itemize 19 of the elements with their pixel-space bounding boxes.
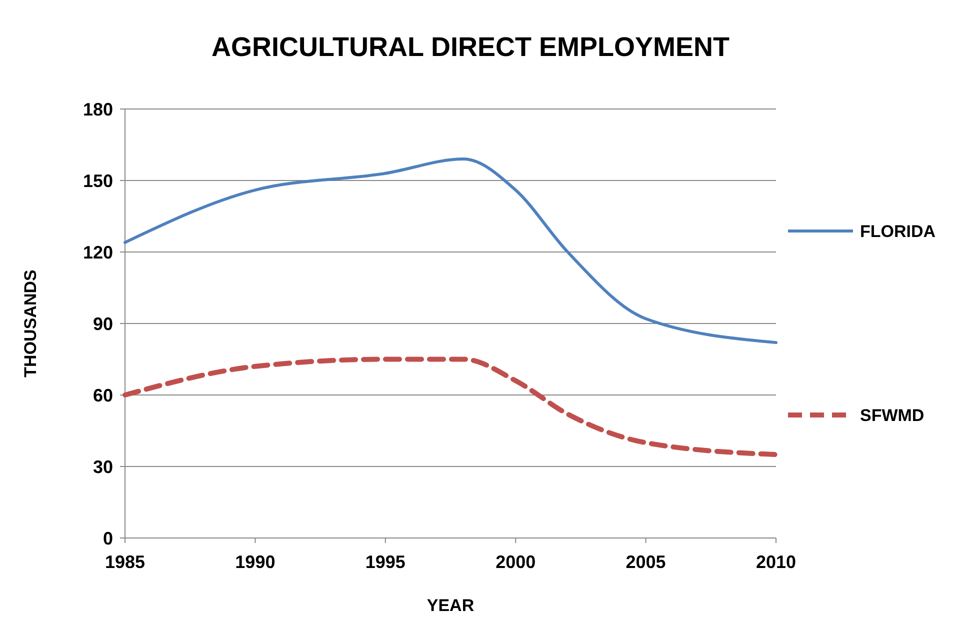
x-tick-label: 1995	[365, 552, 406, 572]
x-tick-label: 2010	[756, 552, 796, 572]
x-tick-label: 1990	[235, 552, 276, 572]
y-tick-label: 30	[92, 456, 113, 477]
x-tick-label: 2005	[626, 552, 666, 572]
x-tick-label: 1985	[104, 552, 146, 572]
y-tick-label: 150	[82, 170, 113, 191]
chart-title: AGRICULTURAL DIRECT EMPLOYMENT	[212, 32, 730, 62]
x-tick-label: 2000	[496, 552, 536, 572]
legend-label: FLORIDA	[860, 222, 936, 241]
y-tick-label: 120	[82, 242, 113, 262]
y-tick-label: 0	[102, 528, 113, 548]
x-axis-title: YEAR	[426, 596, 474, 615]
y-tick-label: 90	[92, 314, 113, 334]
line-series	[124, 158, 778, 344]
y-axis-title: THOUSANDS	[21, 270, 40, 378]
y-tick-label: 60	[92, 385, 113, 406]
y-tick-label: 180	[82, 99, 113, 120]
legend-label: SFWMD	[860, 406, 924, 425]
